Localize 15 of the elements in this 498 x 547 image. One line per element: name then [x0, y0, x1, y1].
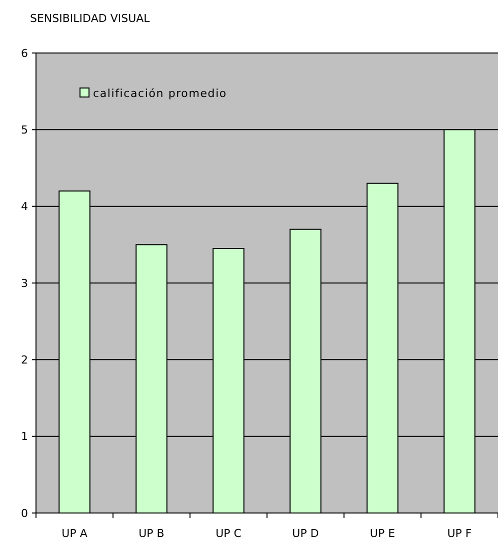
y-tick-label: 6 [21, 46, 28, 60]
chart-title: SENSIBILIDAD VISUAL [30, 12, 151, 25]
y-tick-label: 0 [21, 506, 28, 520]
legend-label: calificación promedio [93, 87, 227, 100]
y-tick-label: 4 [21, 200, 28, 214]
y-tick-label: 5 [21, 124, 28, 137]
y-tick-label: 1 [21, 430, 28, 444]
x-tick-label: UP C [216, 527, 242, 540]
x-tick-label: UP A [62, 527, 88, 540]
y-tick-label: 2 [21, 354, 28, 367]
x-tick-label: UP B [138, 527, 164, 540]
x-tick-label: UP D [292, 527, 319, 540]
x-tick-label: UP F [447, 527, 472, 540]
y-tick-label: 3 [21, 276, 28, 290]
x-tick-label: UP E [370, 527, 396, 540]
